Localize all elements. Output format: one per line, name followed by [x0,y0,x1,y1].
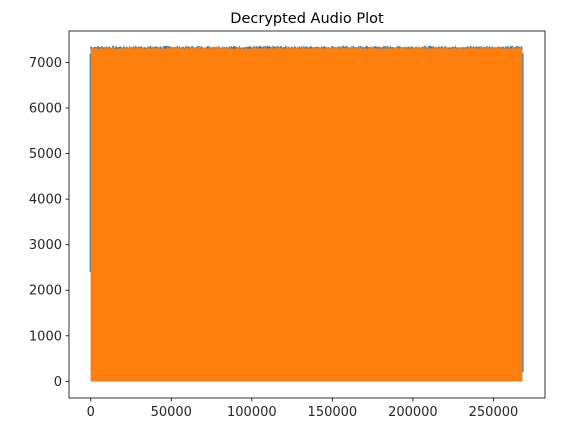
x-tick-label: 100000 [227,405,277,420]
x-tick-label: 50000 [151,405,192,420]
x-axis: 0 50000 100000 150000 200000 250000 [87,398,519,420]
plot-area [89,45,524,382]
x-tick-label: 200000 [388,405,438,420]
chart-title: Decrypted Audio Plot [230,11,384,27]
y-tick-label: 5000 [29,147,62,162]
axes-frame [68,30,546,399]
x-tick-label: 250000 [469,405,519,420]
series-2-band [90,48,523,382]
series-2-peaks [90,46,523,50]
x-tick-label: 150000 [308,405,358,420]
y-tick-label: 6000 [29,101,62,116]
y-axis: 0 1000 2000 3000 4000 5000 6000 7000 [29,56,69,390]
series-2 [90,46,523,382]
y-tick-label: 2000 [29,284,62,299]
y-tick-label: 0 [54,375,62,390]
x-tick-label: 0 [87,405,95,420]
y-tick-label: 3000 [29,238,62,253]
y-tick-label: 7000 [29,56,62,71]
y-tick-label: 1000 [29,329,62,344]
y-tick-label: 4000 [29,193,62,208]
